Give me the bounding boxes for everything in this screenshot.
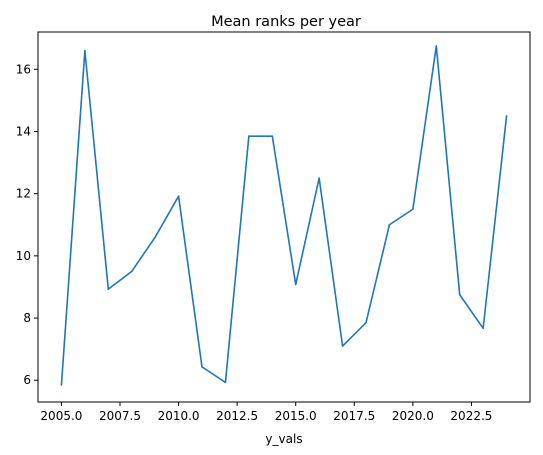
series-layer <box>60 45 508 386</box>
x-tick-label: 2022.5 <box>450 409 492 423</box>
x-tick-label: 2005.0 <box>40 409 82 423</box>
data-point <box>458 293 461 296</box>
y-tick-label: 16 <box>16 62 31 76</box>
x-tick-label: 2007.5 <box>99 409 141 423</box>
data-point <box>482 327 484 330</box>
x-tick-label: 2010.0 <box>158 409 200 423</box>
data-point <box>365 321 367 324</box>
y-tick-label: 10 <box>16 249 31 263</box>
data-point <box>177 195 180 197</box>
data-point <box>248 135 250 137</box>
data-point <box>107 288 110 290</box>
x-tick-label: 2020.0 <box>392 409 434 423</box>
data-point <box>154 236 156 239</box>
x-tick-label: 2017.5 <box>333 409 375 423</box>
y-tick-label: 8 <box>23 311 31 325</box>
plot-frame <box>37 31 531 403</box>
data-point <box>341 345 344 347</box>
data-point <box>435 45 438 47</box>
x-tick-label: 2012.5 <box>216 409 258 423</box>
x-axis-label: y_vals <box>265 432 302 446</box>
data-point <box>130 270 133 273</box>
data-point <box>294 283 297 286</box>
chart-title: Mean ranks per year <box>211 14 361 30</box>
y-tick-label: 14 <box>16 124 31 138</box>
y-axis: 6 8 10 12 14 16 <box>16 62 38 387</box>
data-point <box>60 384 63 386</box>
y-tick-label: 6 <box>23 373 31 387</box>
data-point <box>271 135 274 137</box>
y-tick-label: 12 <box>16 187 31 201</box>
data-point <box>388 223 391 226</box>
series-line <box>60 45 508 385</box>
x-axis: 2005.0 2007.5 2010.0 2012.5 2015.0 2017.5 2020… <box>40 402 492 423</box>
x-tick-label: 2015.0 <box>275 409 317 423</box>
data-point <box>505 115 508 117</box>
data-point <box>84 49 86 52</box>
data-point <box>318 177 320 179</box>
data-point <box>224 381 227 384</box>
data-point <box>201 366 203 368</box>
data-point <box>412 208 414 211</box>
plot-area <box>37 31 531 403</box>
